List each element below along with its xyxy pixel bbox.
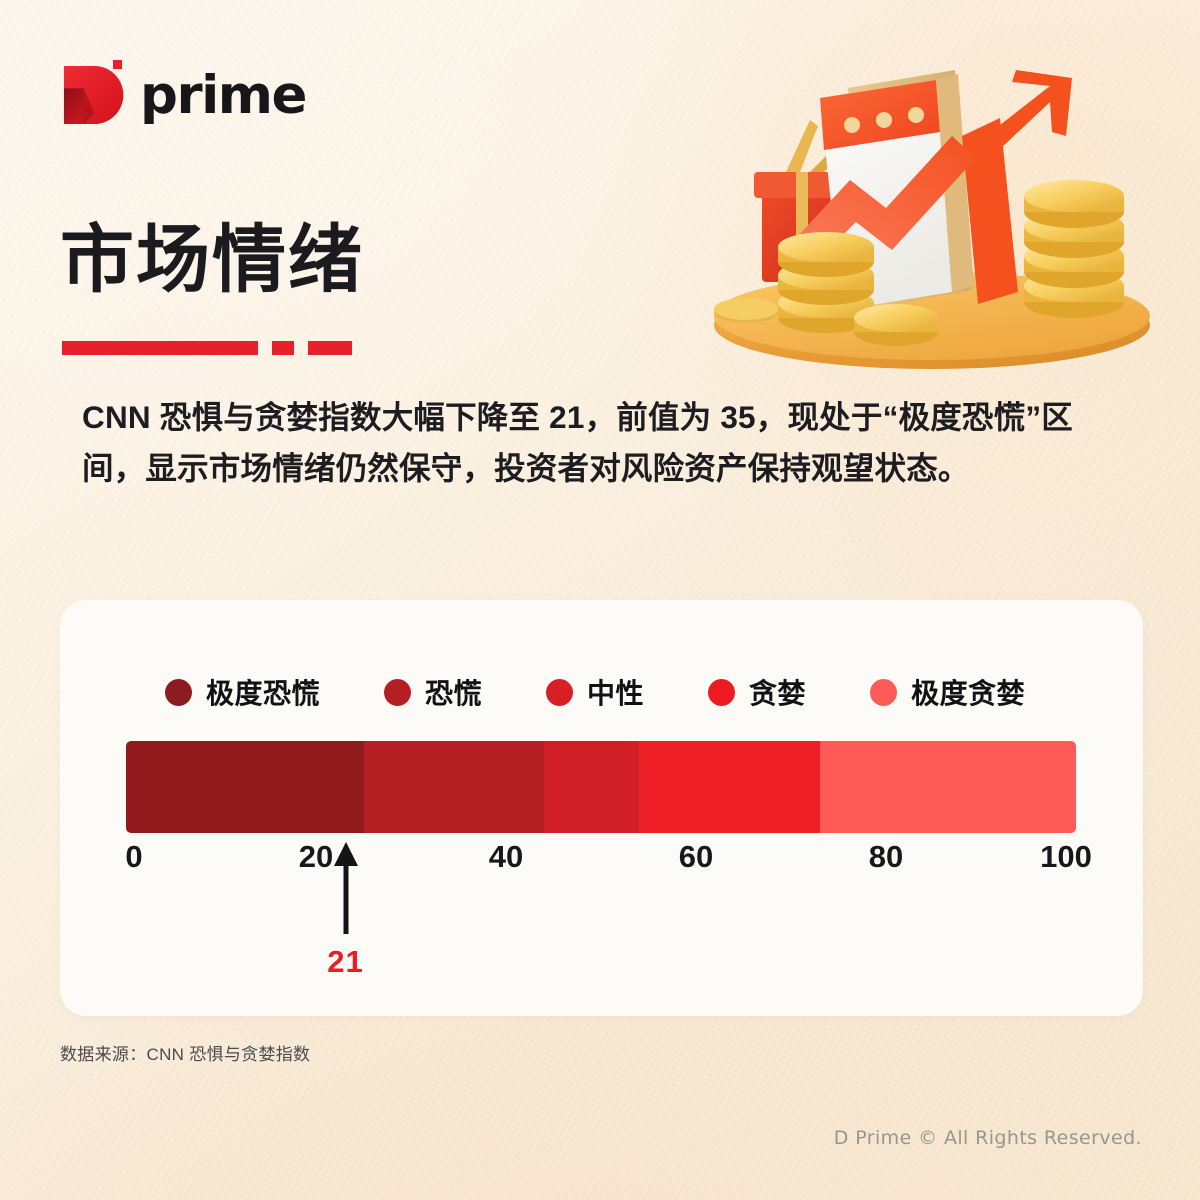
- sentiment-gauge-card: 极度恐慌 恐慌 中性 贪婪 极度贪婪 0 20 40 60 80 100 21: [60, 600, 1143, 1016]
- logo-accent-dot: [113, 60, 122, 69]
- axis-tick-label: 20: [298, 839, 334, 874]
- axis-tick-label: 100: [1040, 839, 1092, 874]
- legend-item-label: 中性: [587, 678, 645, 709]
- rule-segment-tiny: [272, 341, 294, 355]
- gauge-band: [126, 741, 364, 833]
- gauge-band: [363, 741, 544, 833]
- legend-item: 恐慌: [384, 672, 482, 712]
- legend-color-dot-icon: [165, 678, 192, 706]
- legend-item-label: 恐慌: [425, 678, 483, 709]
- current-value-marker: 21: [126, 840, 1076, 1000]
- hero-illustration-svg: [714, 70, 1150, 369]
- legend-color-dot-icon: [708, 678, 736, 706]
- copyright-notice: D Prime © All Rights Reserved.: [833, 1127, 1142, 1149]
- fear-greed-gauge-bar: [126, 741, 1076, 833]
- rule-segment-short: [308, 341, 352, 355]
- data-source-note: 数据来源：CNN 恐惧与贪婪指数: [60, 1045, 311, 1064]
- logo-wordmark: prime: [140, 64, 307, 126]
- title-underline-rule: [62, 341, 352, 355]
- axis-tick-label: 0: [125, 839, 143, 874]
- gold-coin-single: [854, 304, 938, 346]
- gauge-band: [544, 741, 639, 833]
- rising-arrow-icon: [798, 70, 1072, 262]
- axis-tick-label: 40: [488, 839, 524, 874]
- legend-item: 极度贪婪: [870, 672, 1025, 712]
- legend-item-label: 贪婪: [749, 678, 807, 709]
- gauge-band: [819, 741, 1076, 833]
- growth-chart-3d-illustration: [700, 40, 1160, 370]
- marker-value-label: 21: [327, 944, 364, 979]
- legend-item-label: 极度恐慌: [206, 678, 321, 709]
- legend-color-dot-icon: [384, 678, 412, 706]
- legend-item: 中性: [546, 672, 644, 712]
- gauge-legend: 极度恐慌 恐慌 中性 贪婪 极度贪婪: [165, 672, 1025, 712]
- legend-item: 贪婪: [708, 672, 806, 712]
- d-prime-logo-icon: [63, 65, 124, 125]
- summary-paragraph: CNN 恐惧与贪婪指数大幅下降至 21，前值为 35，现处于“极度恐慌”区间，显…: [82, 399, 1073, 487]
- gold-coin-stack-left: [778, 232, 874, 333]
- rule-segment-long: [62, 341, 258, 355]
- marker-arrow-icon: [333, 842, 358, 934]
- legend-item-label: 极度贪婪: [911, 678, 1026, 709]
- gold-coin-stack-right: [1024, 180, 1124, 318]
- gauge-axis-ticks: 0 20 40 60 80 100: [125, 839, 1091, 881]
- gold-coin-flat: [714, 298, 778, 323]
- page-title: 市场情绪: [60, 218, 364, 301]
- legend-color-dot-icon: [870, 678, 898, 706]
- axis-tick-label: 60: [678, 839, 714, 874]
- legend-item: 极度恐慌: [165, 672, 320, 712]
- legend-color-dot-icon: [546, 678, 574, 706]
- axis-tick-label: 80: [868, 839, 904, 874]
- brand-logo[interactable]: prime: [60, 60, 307, 128]
- gauge-band: [639, 741, 820, 833]
